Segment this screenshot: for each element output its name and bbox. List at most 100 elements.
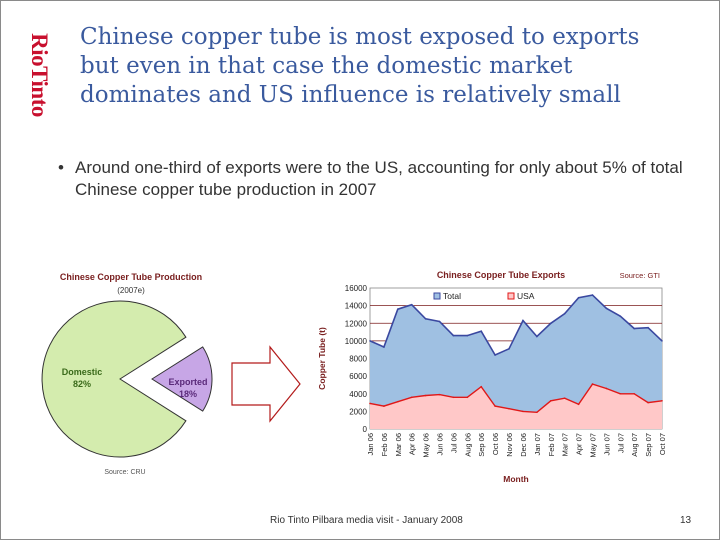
pie-source: Source: CRU: [104, 469, 145, 476]
point-total: [591, 294, 594, 296]
pie-subtitle: (2007e): [117, 286, 145, 295]
point-usa: [549, 400, 552, 402]
point-usa: [591, 383, 594, 385]
point-usa: [466, 396, 469, 399]
series-usa-line: [369, 383, 663, 414]
x-axis-title: Month: [503, 474, 529, 484]
y-tick-label: 0: [363, 425, 368, 434]
legend-swatch-usa: [507, 292, 515, 300]
point-total: [494, 354, 496, 356]
y-tick-label: 16000: [345, 284, 368, 293]
point-total: [536, 335, 538, 338]
pie-title: Chinese Copper Tube Production: [60, 272, 202, 282]
title-line-3: dominates and US influence is relatively…: [80, 82, 621, 108]
bullet-dot-icon: •: [58, 158, 64, 177]
point-usa: [633, 392, 635, 395]
area-chart-title: Chinese Copper Tube Exports: [437, 270, 565, 280]
pie-slice-exported: [151, 346, 213, 412]
pie-label-domestic: Domestic: [62, 367, 103, 377]
point-total: [480, 330, 483, 332]
y-axis-title: Copper Tube (t): [317, 327, 327, 390]
point-total: [605, 307, 608, 310]
point-usa: [410, 396, 413, 399]
point-usa: [508, 407, 510, 410]
point-usa: [369, 402, 371, 405]
y-tick-label: 12000: [345, 319, 368, 328]
pie-value-exported: 18%: [179, 389, 197, 399]
point-usa: [452, 396, 455, 399]
point-total: [410, 303, 413, 306]
point-total: [647, 326, 649, 329]
legend-label-usa: USA: [517, 291, 535, 301]
page-number: 13: [680, 515, 692, 526]
point-usa: [480, 385, 483, 388]
point-usa: [563, 397, 566, 399]
point-usa: [438, 393, 441, 396]
series-total-line: [369, 294, 663, 357]
point-usa: [647, 401, 649, 404]
pie-label-exported: Exported: [168, 377, 207, 387]
x-tick-label: Jul 07: [616, 433, 625, 453]
point-total: [438, 320, 441, 323]
legend-label-total: Total: [443, 291, 461, 301]
y-tick-label: 14000: [345, 302, 368, 311]
title-line-1: Chinese copper tube is most exposed to e…: [80, 24, 640, 50]
point-usa: [605, 387, 608, 390]
x-tick-label: Mar 06: [394, 433, 403, 456]
x-tick-label: Nov 06: [505, 433, 514, 457]
point-total: [424, 318, 427, 320]
point-total: [563, 312, 566, 315]
bullet-text: Around one-third of exports were to the …: [75, 158, 683, 199]
x-tick-label: Feb 06: [380, 433, 389, 456]
x-tick-label: Oct 07: [658, 433, 667, 455]
x-tick-label: Sep 07: [644, 433, 653, 457]
slide-title: Chinese copper tube is most exposed to e…: [80, 23, 700, 110]
point-usa: [619, 392, 622, 395]
x-tick-label: Feb 07: [547, 433, 556, 456]
y-tick-label: 10000: [345, 337, 368, 346]
point-total: [661, 340, 663, 342]
x-tick-label: Aug 06: [463, 433, 472, 457]
arrow-right-icon: [231, 345, 301, 423]
x-tick-label: Aug 07: [630, 433, 639, 457]
point-total: [452, 334, 455, 337]
x-tick-label: Sep 06: [477, 433, 486, 457]
point-total: [508, 348, 510, 350]
point-usa: [397, 400, 399, 403]
point-total: [549, 322, 552, 325]
point-usa: [661, 400, 663, 402]
point-total: [397, 308, 399, 310]
pie-value-domestic: 82%: [73, 379, 91, 389]
x-tick-label: Jan 07: [533, 433, 542, 456]
x-tick-label: Mar 07: [561, 433, 570, 456]
point-usa: [383, 405, 385, 407]
point-usa: [424, 394, 427, 397]
point-usa: [522, 410, 524, 413]
point-total: [522, 319, 524, 322]
legend-swatch-total: [433, 292, 441, 300]
area-chart-source: Source: GTI: [620, 271, 660, 280]
riotinto-logo: RioTinto: [27, 33, 52, 117]
point-total: [577, 296, 580, 299]
x-tick-label: Jan 06: [366, 433, 375, 456]
pie-chart: Chinese Copper Tube Production (2007e) D…: [41, 272, 213, 476]
x-tick-label: May 06: [422, 433, 431, 458]
x-tick-label: Apr 06: [408, 433, 417, 455]
y-tick-label: 2000: [349, 407, 367, 416]
exports-area-chart: Chinese Copper Tube Exports Source: GTI 0 2…: [317, 270, 667, 484]
title-line-2: but even in that case the domestic marke…: [80, 53, 573, 79]
point-total: [633, 327, 635, 330]
point-total: [383, 346, 385, 348]
point-usa: [536, 411, 538, 414]
point-total: [369, 340, 371, 342]
x-tick-label: May 07: [588, 433, 597, 458]
x-tick-label: Jun 06: [436, 433, 445, 456]
x-tick-label: Oct 06: [491, 433, 500, 455]
point-total: [466, 334, 469, 337]
y-tick-label: 6000: [349, 372, 367, 381]
x-tick-label: Jun 07: [602, 433, 611, 456]
y-tick-label: 4000: [349, 390, 367, 399]
point-usa: [577, 403, 580, 406]
footer-text: Rio Tinto Pilbara media visit - January …: [270, 515, 463, 526]
x-tick-label: Apr 07: [575, 433, 584, 455]
